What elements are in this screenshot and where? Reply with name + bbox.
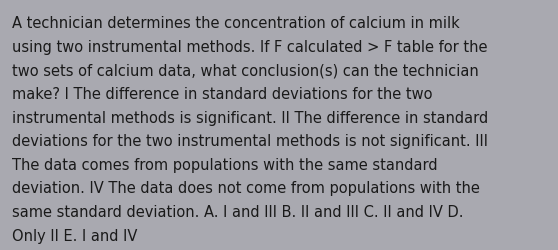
Text: deviations for the two instrumental methods is not significant. III: deviations for the two instrumental meth… [12,134,488,149]
Text: A technician determines the concentration of calcium in milk: A technician determines the concentratio… [12,16,460,31]
Text: same standard deviation. A. I and III B. II and III C. II and IV D.: same standard deviation. A. I and III B.… [12,204,464,219]
Text: The data comes from populations with the same standard: The data comes from populations with the… [12,157,438,172]
Text: using two instrumental methods. If F calculated > F table for the: using two instrumental methods. If F cal… [12,40,488,55]
Text: Only II E. I and IV: Only II E. I and IV [12,228,138,243]
Text: two sets of calcium data, what conclusion(s) can the technician: two sets of calcium data, what conclusio… [12,63,479,78]
Text: make? I The difference in standard deviations for the two: make? I The difference in standard devia… [12,87,433,102]
Text: instrumental methods is significant. II The difference in standard: instrumental methods is significant. II … [12,110,488,125]
Text: deviation. IV The data does not come from populations with the: deviation. IV The data does not come fro… [12,181,480,196]
